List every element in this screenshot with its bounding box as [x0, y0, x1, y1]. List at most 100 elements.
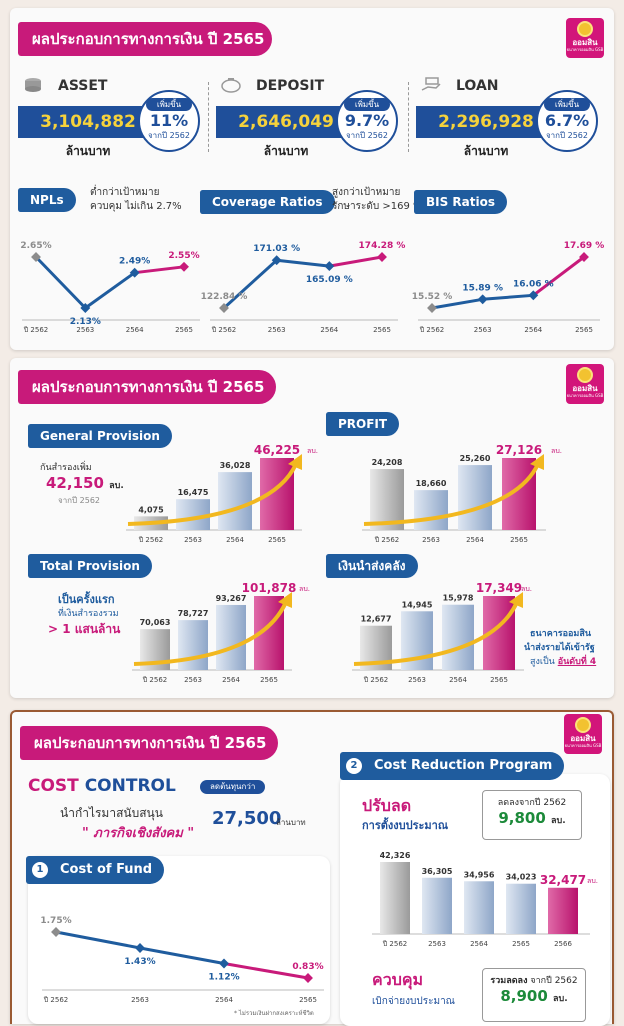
cost-control-value: 27,500 — [212, 808, 282, 829]
ctrl-box-1a: รวมลดลง — [490, 976, 528, 986]
logo-subtext: ธนาคารออมสิน GSB — [566, 393, 604, 398]
logo-subtext: ธนาคารออมสิน GSB — [564, 743, 602, 748]
unit-label: ลบ. — [521, 585, 532, 593]
x-tick-label: 2563 — [184, 536, 202, 544]
budget-box-value: 9,800 ลบ. — [483, 809, 581, 827]
kpi-growth-badge: เพิ่มขึ้น 11% จากปี 2562 — [138, 90, 200, 152]
divider — [208, 82, 209, 152]
x-tick-label: ปี 2562 — [364, 676, 389, 684]
gp-note-value: 42,150 ลบ. — [46, 474, 124, 492]
series-segment — [34, 255, 87, 310]
seal-icon — [577, 21, 593, 37]
x-tick-label: 2565 — [260, 676, 278, 684]
kpi-name: LOAN — [456, 78, 499, 94]
kpi-unit: ล้านบาท — [65, 144, 111, 158]
bis-chart: 15.52 % ปี 2562 15.89 % 2563 16.06 % 2564 17.6… — [412, 241, 605, 334]
data-label: 2.65% — [20, 241, 51, 251]
tp-note-1: เป็นครั้งแรก — [58, 593, 115, 606]
x-tick-label: ปี 2562 — [143, 676, 168, 684]
unit-label: ลบ. — [307, 447, 318, 455]
bar-value-label: 12,677 — [361, 615, 392, 624]
ctrl-title-1: ควบคุม — [372, 970, 424, 989]
bar — [216, 604, 246, 670]
crp-label: Cost Reduction Program — [340, 752, 565, 780]
bar-value-label: 46,225 — [254, 443, 300, 457]
bar-value-label: 93,267 — [216, 594, 247, 603]
x-tick-label: 2565 — [510, 536, 528, 544]
tp-chart: 70,063 ปี 2562 78,727 2563 93,267 2564 101,878… — [132, 581, 310, 684]
x-tick-label: 2563 — [131, 996, 149, 1004]
bar — [464, 881, 494, 934]
gp-note-number: 42,150 — [46, 474, 104, 492]
data-label: 15.89 % — [462, 283, 503, 293]
bar — [380, 862, 410, 934]
bar-value-label: 78,727 — [178, 609, 209, 618]
data-label: 1.75% — [40, 916, 71, 926]
data-point — [129, 267, 140, 278]
growth-value: 9.7% — [344, 111, 390, 130]
bar-value-label: 34,956 — [464, 870, 495, 879]
data-label: 2.49% — [119, 257, 150, 267]
budget-box-number: 9,800 — [498, 809, 546, 827]
data-label: 165.09 % — [306, 275, 353, 285]
bar — [458, 465, 492, 530]
series-segment — [329, 255, 383, 268]
data-point — [303, 973, 313, 983]
data-label: 16.06 % — [513, 279, 554, 289]
bar-value-label: 36,028 — [220, 461, 251, 470]
cof-chart: 1.75% ปี 2562 1.43% 2563 1.12% 2564 0.83% 2565 — [40, 916, 324, 1004]
gsb-logo: ออมสิน ธนาคารออมสิน GSB — [564, 714, 602, 754]
x-tick-label: 2563 — [268, 326, 286, 334]
logo-text: ออมสิน — [570, 734, 596, 743]
cost-control-line-1: นำกำไรมาสนับสนุน — [60, 806, 163, 820]
hand-money-icon — [421, 77, 441, 91]
gp-label: General Provision — [28, 424, 172, 448]
data-label: 1.43% — [124, 957, 155, 967]
kpi-name: DEPOSIT — [256, 78, 325, 94]
remit-label: เงินนำส่งคลัง — [326, 554, 418, 578]
trend-arrow-line — [363, 463, 540, 526]
x-tick-label: 2565 — [175, 326, 193, 334]
growth-from: จากปี 2562 — [345, 131, 388, 140]
bar — [422, 877, 452, 934]
series-segment — [482, 293, 534, 301]
x-tick-label: 2563 — [184, 676, 202, 684]
kpi-unit: ล้านบาท — [263, 144, 309, 158]
trend-arrow-line — [127, 463, 298, 526]
financial-panel-1: ผลประกอบการทางการเงิน ปี 2565 ออมสิน ธนาค… — [10, 8, 614, 350]
bar-value-label: 70,063 — [140, 618, 171, 627]
ctrl-box: รวมลดลง จากปี 2562 8,900 ลบ. — [482, 968, 586, 1022]
bis-label: BIS Ratios — [414, 190, 508, 214]
kpi-growth-badge: เพิ่มขึ้น 9.7% จากปี 2562 — [336, 90, 398, 152]
x-tick-label: 2565 — [490, 676, 508, 684]
cof-footnote: * ไม่รวมเงินฝากสงเคราะห์ชีวิต — [234, 1010, 314, 1017]
bar-value-label: 15,978 — [443, 594, 474, 603]
data-point — [427, 303, 437, 313]
profit-chart: 24,208 ปี 2562 18,660 2563 25,260 2564 27,126 2… — [362, 443, 562, 544]
growth-label: เพิ่มขึ้น — [344, 98, 390, 111]
budget-box-unit: ลบ. — [551, 816, 566, 826]
logo-subtext: ธนาคารออมสิน GSB — [566, 47, 604, 52]
kpi-loan: LOAN 2,296,928 ล้านบาท เพิ่มขึ้น 6.7% จากป… — [416, 72, 602, 162]
piggy-bank-icon — [221, 78, 241, 93]
panel-title: ผลประกอบการทางการเงิน ปี 2565 — [20, 726, 278, 760]
financial-panel-3: ผลประกอบการทางการเงิน ปี 2565 ออมสิน ธนาค… — [10, 710, 614, 1026]
ctrl-title-2: เบิกจ่ายงบประมาณ — [372, 996, 455, 1007]
data-point — [324, 261, 335, 272]
budget-box: ลดลงจากปี 2562 9,800 ลบ. — [482, 790, 582, 840]
bar-value-label: 17,349 — [476, 581, 522, 595]
remit-note-3: สูงเป็น อันดับที่ 4 — [530, 654, 596, 668]
cost-control-unit: ล้านบาท — [276, 818, 306, 827]
data-label: 17.69 % — [564, 241, 605, 251]
bar-value-label: 101,878 — [242, 581, 297, 595]
x-tick-label: ปี 2562 — [44, 996, 69, 1004]
x-tick-label: ปี 2562 — [24, 326, 49, 334]
data-point — [377, 252, 387, 262]
bar-value-label: 32,477 — [540, 873, 586, 887]
data-label: 2.13% — [70, 317, 101, 327]
bar-value-label: 34,023 — [506, 873, 537, 882]
cof-label: Cost of Fund — [26, 856, 165, 884]
kpi-value: 3,104,882 — [18, 106, 158, 138]
bar-value-label: 16,475 — [178, 488, 209, 497]
bar-value-label: 24,208 — [372, 458, 403, 467]
